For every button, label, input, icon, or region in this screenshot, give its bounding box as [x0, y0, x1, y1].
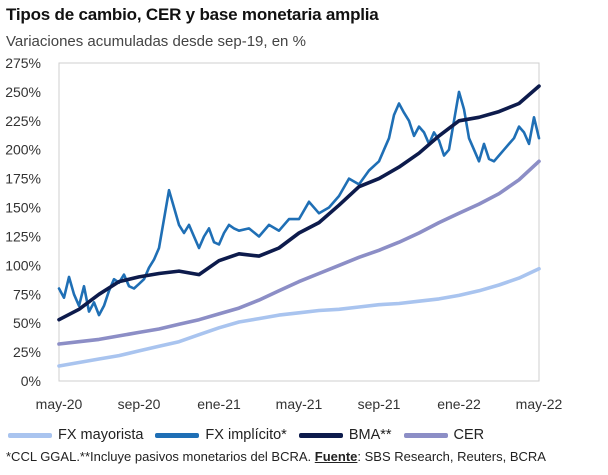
line-chart: 0% 25% 50% 75% 100% 125% 150% 175% 200% 225% 250% 2…	[5, 55, 563, 412]
legend-swatch	[298, 432, 343, 438]
legend-item: BMA**	[298, 427, 392, 443]
chart-title: Tipos de cambio, CER y base monetaria am…	[6, 5, 379, 24]
chart-footnote: *CCL GGAL.**Incluye pasivos monetarios d…	[6, 449, 546, 464]
y-tick-label: 150%	[5, 200, 41, 216]
legend-swatch	[155, 432, 200, 438]
x-tick-label: ene-21	[197, 396, 241, 412]
footnote-text: *CCL GGAL.**Incluye pasivos monetarios d…	[6, 449, 315, 464]
legend-item: FX implícito*	[155, 427, 287, 443]
x-tick-label: may-20	[36, 396, 83, 412]
legend-item: CER	[403, 427, 485, 443]
footnote-source-label: Fuente	[314, 449, 358, 464]
y-tick-label: 275%	[5, 55, 41, 71]
y-tick-label: 0%	[21, 373, 41, 389]
y-tick-label: 100%	[5, 257, 41, 273]
series-line-fx-mayorista	[57, 267, 541, 368]
legend-swatch	[8, 432, 52, 438]
y-tick-label: 225%	[5, 113, 41, 129]
x-tick-label: may-21	[276, 396, 323, 412]
y-tick-label: 250%	[5, 84, 41, 100]
footnote-source-text: : SBS Research, Reuters, BCRA	[357, 449, 546, 464]
x-tick-label: sep-20	[118, 396, 161, 412]
legend-item: FX mayorista	[8, 427, 143, 443]
y-tick-label: 25%	[13, 344, 41, 360]
y-tick-label: 125%	[5, 228, 41, 244]
plot-frame	[58, 62, 540, 382]
y-tick-label: 75%	[13, 286, 41, 302]
x-tick-label: may-22	[516, 396, 563, 412]
x-tick-label: ene-22	[437, 396, 481, 412]
y-tick-label: 50%	[13, 315, 41, 331]
legend-swatch	[403, 432, 448, 438]
chart-legend: FX mayorista FX implícito* BMA** CER	[8, 424, 604, 446]
legend-label: FX implícito*	[205, 427, 287, 443]
x-tick-label: sep-21	[358, 396, 401, 412]
y-tick-label: 175%	[5, 171, 41, 187]
legend-label: CER	[453, 427, 485, 443]
legend-label: FX mayorista	[58, 427, 144, 443]
chart-subtitle: Variaciones acumuladas desde sep-19, en …	[6, 33, 306, 50]
series-line-cer	[57, 159, 541, 346]
series-line-bma	[57, 84, 541, 322]
series-line-fx-impl-cito	[57, 90, 541, 317]
y-tick-label: 200%	[5, 142, 41, 158]
legend-label: BMA**	[348, 427, 392, 443]
